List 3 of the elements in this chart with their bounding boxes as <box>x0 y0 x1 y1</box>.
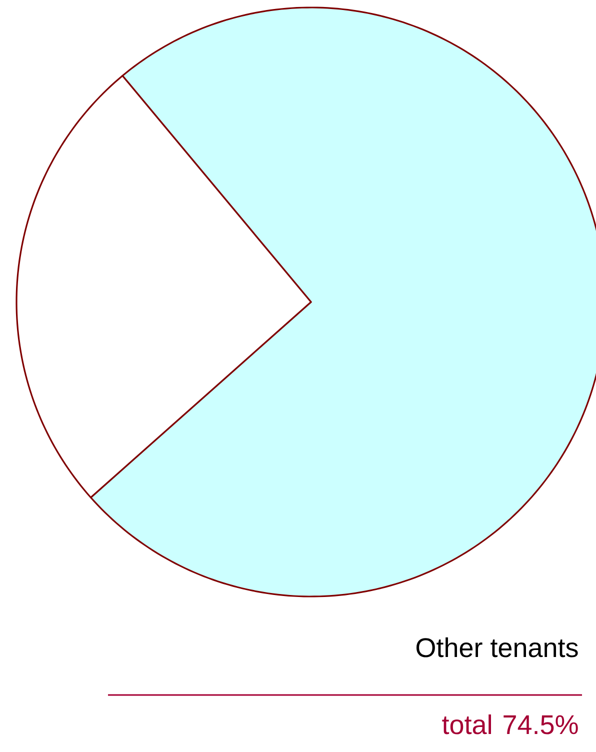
data-label: 74.5% <box>504 715 578 734</box>
slice-label: Other tenants <box>416 637 578 658</box>
text: total <box>442 714 491 734</box>
